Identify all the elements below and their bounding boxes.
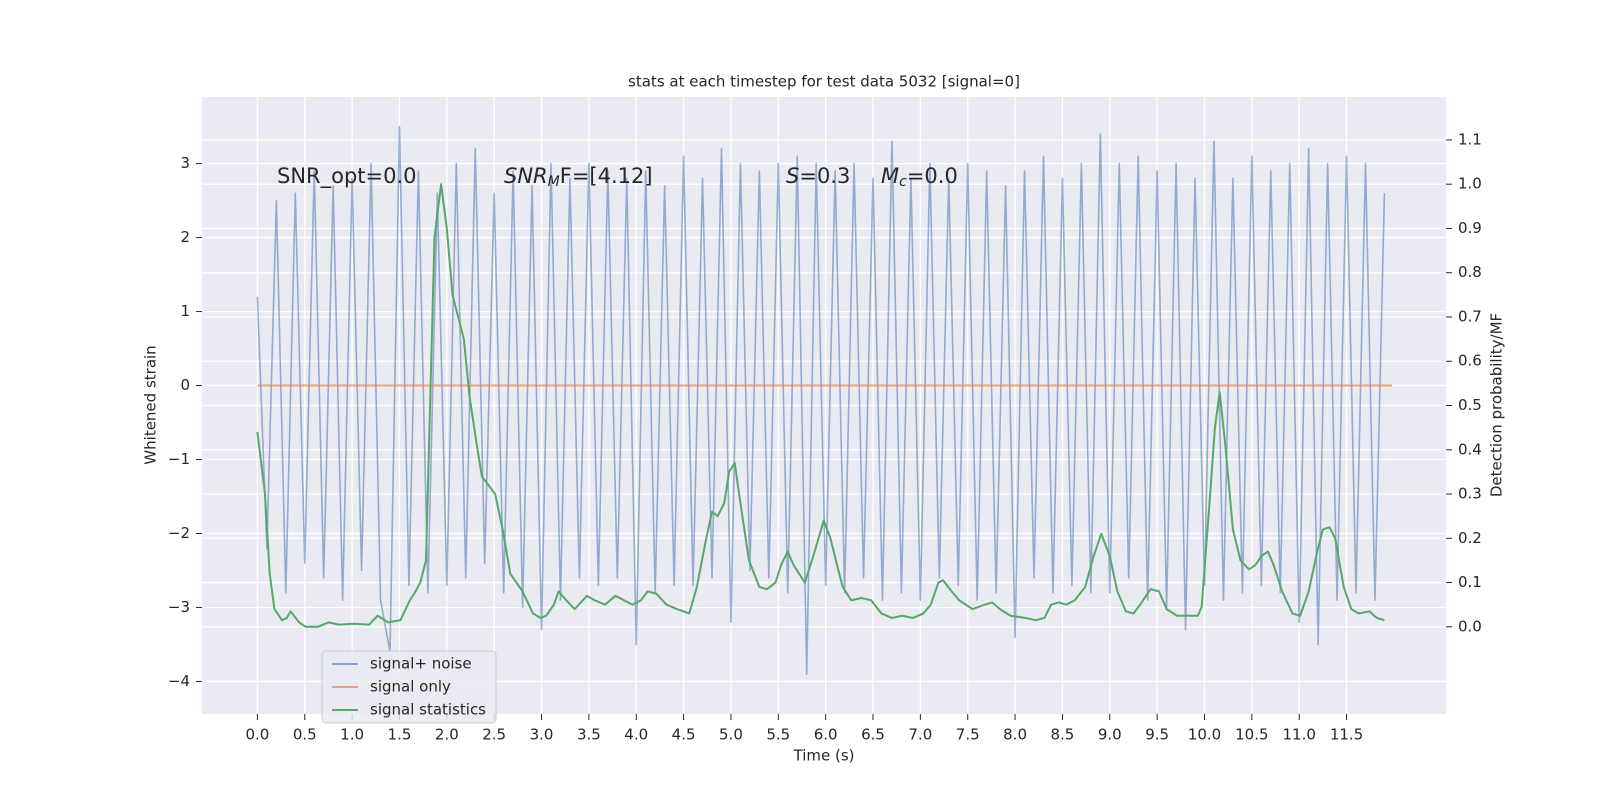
x-tick-label: 6.0 (814, 726, 838, 744)
y2-tick-label: 0.1 (1458, 573, 1482, 591)
x-tick-label: 0.5 (293, 726, 317, 744)
x-tick-label: 10.5 (1235, 726, 1268, 744)
x-tick-label: 8.0 (1003, 726, 1027, 744)
legend-label: signal+ noise (370, 655, 472, 673)
y-tick-label: 1 (180, 302, 190, 320)
y2-tick-label: 0.6 (1458, 352, 1482, 370)
y2-tick-label: 1.0 (1458, 175, 1482, 193)
y2-axis-label: Detection probability/MF (1488, 313, 1506, 497)
x-tick-label: 9.0 (1098, 726, 1122, 744)
x-tick-label: 4.5 (672, 726, 696, 744)
series-line (256, 125, 1386, 675)
annotation: S=0.3 (786, 164, 850, 188)
x-axis-label: Time (s) (793, 747, 855, 765)
x-tick-label: 5.5 (766, 726, 790, 744)
y2-tick-label: 0.9 (1458, 219, 1482, 237)
annotation-tail: F=[4.12] (560, 164, 653, 188)
y-axis-label: Whitened strain (142, 345, 160, 464)
annotation: Mc=0.0 (881, 164, 958, 190)
series-line (256, 183, 1385, 628)
y2-tick-label: 0.5 (1458, 396, 1482, 414)
x-tick-label: 7.0 (908, 726, 932, 744)
annotation-main: SNR (504, 164, 548, 188)
y2-tick-label: 0.3 (1458, 485, 1482, 503)
annotation: SNRMF=[4.12] (504, 164, 653, 190)
legend-box (321, 650, 497, 724)
y-tick-label: 2 (180, 228, 190, 246)
y2-tick-label: 0.2 (1458, 529, 1482, 547)
x-tick-label: 3.0 (530, 726, 554, 744)
chart-title: stats at each timestep for test data 503… (628, 73, 1020, 91)
legend-label: signal only (370, 678, 451, 696)
y-tick-label: −3 (168, 598, 190, 616)
x-tick-label: 2.0 (435, 726, 459, 744)
x-tick-label: 11.5 (1330, 726, 1363, 744)
x-tick-label: 2.5 (482, 726, 506, 744)
annotation-sub: M (548, 174, 560, 190)
annotation-main: S (786, 164, 799, 188)
legend-label: signal statistics (370, 701, 486, 719)
y2-tick-label: 0.4 (1458, 440, 1482, 458)
annotation-tail: =0.0 (907, 164, 958, 188)
x-tick-label: 0.0 (245, 726, 269, 744)
annotation: SNR_opt=0.0 (277, 164, 417, 189)
x-tick-label: 5.0 (719, 726, 743, 744)
x-tick-label: 7.5 (956, 726, 980, 744)
x-tick-label: 4.0 (624, 726, 648, 744)
x-tick-label: 8.5 (1050, 726, 1074, 744)
x-tick-label: 9.5 (1145, 726, 1169, 744)
y2-tick-label: 0.8 (1458, 263, 1482, 281)
y-tick-label: 0 (180, 376, 190, 394)
x-tick-label: 10.0 (1188, 726, 1221, 744)
x-tick-label: 1.5 (388, 726, 412, 744)
x-tick-label: 3.5 (577, 726, 601, 744)
x-tick-label: 6.5 (861, 726, 885, 744)
y2-tick-label: 0.7 (1458, 307, 1482, 325)
y2-tick-label: 0.0 (1458, 617, 1482, 635)
y-tick-label: −1 (168, 450, 190, 468)
y-tick-label: −2 (168, 524, 190, 542)
annotation-tail: =0.3 (799, 164, 850, 188)
annotation-main: SNR_opt=0.0 (277, 164, 417, 189)
y-tick-label: 3 (180, 154, 190, 172)
y-tick-label: −4 (168, 672, 190, 690)
x-tick-label: 11.0 (1282, 726, 1315, 744)
y2-tick-label: 1.1 (1458, 130, 1482, 148)
x-tick-label: 1.0 (340, 726, 364, 744)
annotation-main: M (881, 164, 899, 188)
annotation-sub: c (899, 174, 907, 190)
